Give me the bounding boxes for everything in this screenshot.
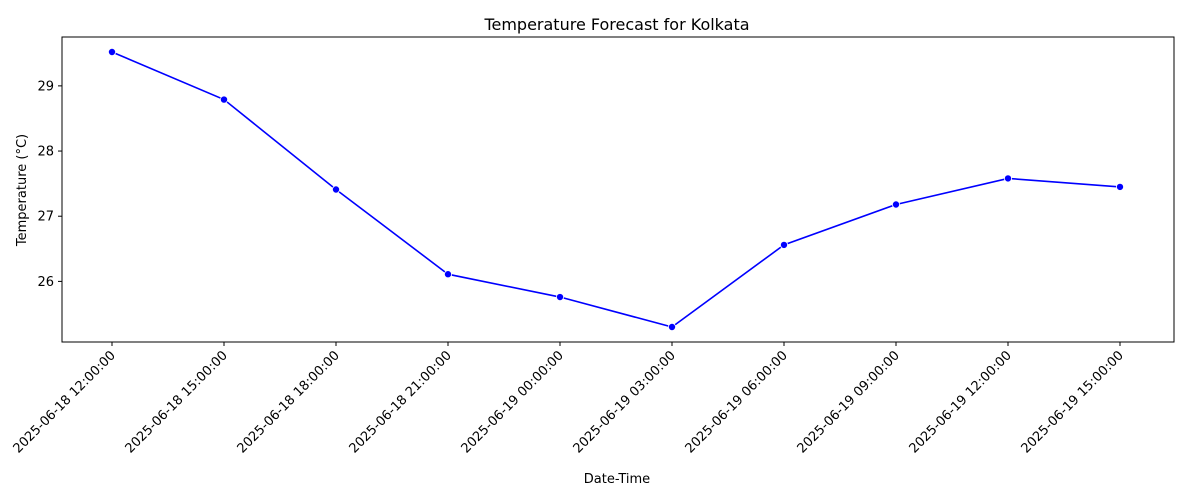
data-point (668, 323, 677, 332)
x-tick-label: 2025-06-18 18:00:00 (235, 348, 343, 456)
data-point (780, 240, 789, 249)
data-point (108, 47, 117, 56)
x-tick-label: 2025-06-18 15:00:00 (123, 348, 231, 456)
data-point (1004, 174, 1013, 183)
x-tick-label: 2025-06-19 15:00:00 (1019, 348, 1127, 456)
temperature-series-markers (108, 47, 1125, 332)
x-tick-label: 2025-06-18 21:00:00 (347, 348, 455, 456)
data-point (556, 293, 565, 302)
data-point (331, 185, 340, 194)
plot-area (61, 36, 1175, 343)
data-point (892, 200, 901, 209)
chart-title: Temperature Forecast for Kolkata (483, 15, 749, 34)
x-tick-label: 2025-06-19 12:00:00 (907, 348, 1015, 456)
y-tick-label: 29 (37, 79, 54, 94)
y-axis: 26 27 28 29 (37, 79, 62, 290)
x-tick-label: 2025-06-19 00:00:00 (459, 348, 567, 456)
y-tick-label: 26 (37, 275, 54, 290)
data-point (219, 95, 228, 104)
x-axis-label: Date-Time (584, 472, 650, 487)
y-axis-label: Temperature (°C) (15, 134, 30, 247)
x-tick-label: 2025-06-19 06:00:00 (683, 348, 791, 456)
temperature-series-line (111, 51, 1121, 328)
y-tick-label: 28 (37, 145, 54, 160)
x-tick-label: 2025-06-19 03:00:00 (571, 348, 679, 456)
x-tick-label: 2025-06-18 12:00:00 (11, 348, 119, 456)
y-tick-label: 27 (37, 210, 54, 225)
data-point (1116, 182, 1125, 191)
x-axis: 2025-06-18 12:00:00 2025-06-18 15:00:00 20… (11, 342, 1127, 456)
data-point (443, 270, 452, 279)
x-tick-label: 2025-06-19 09:00:00 (795, 348, 903, 456)
